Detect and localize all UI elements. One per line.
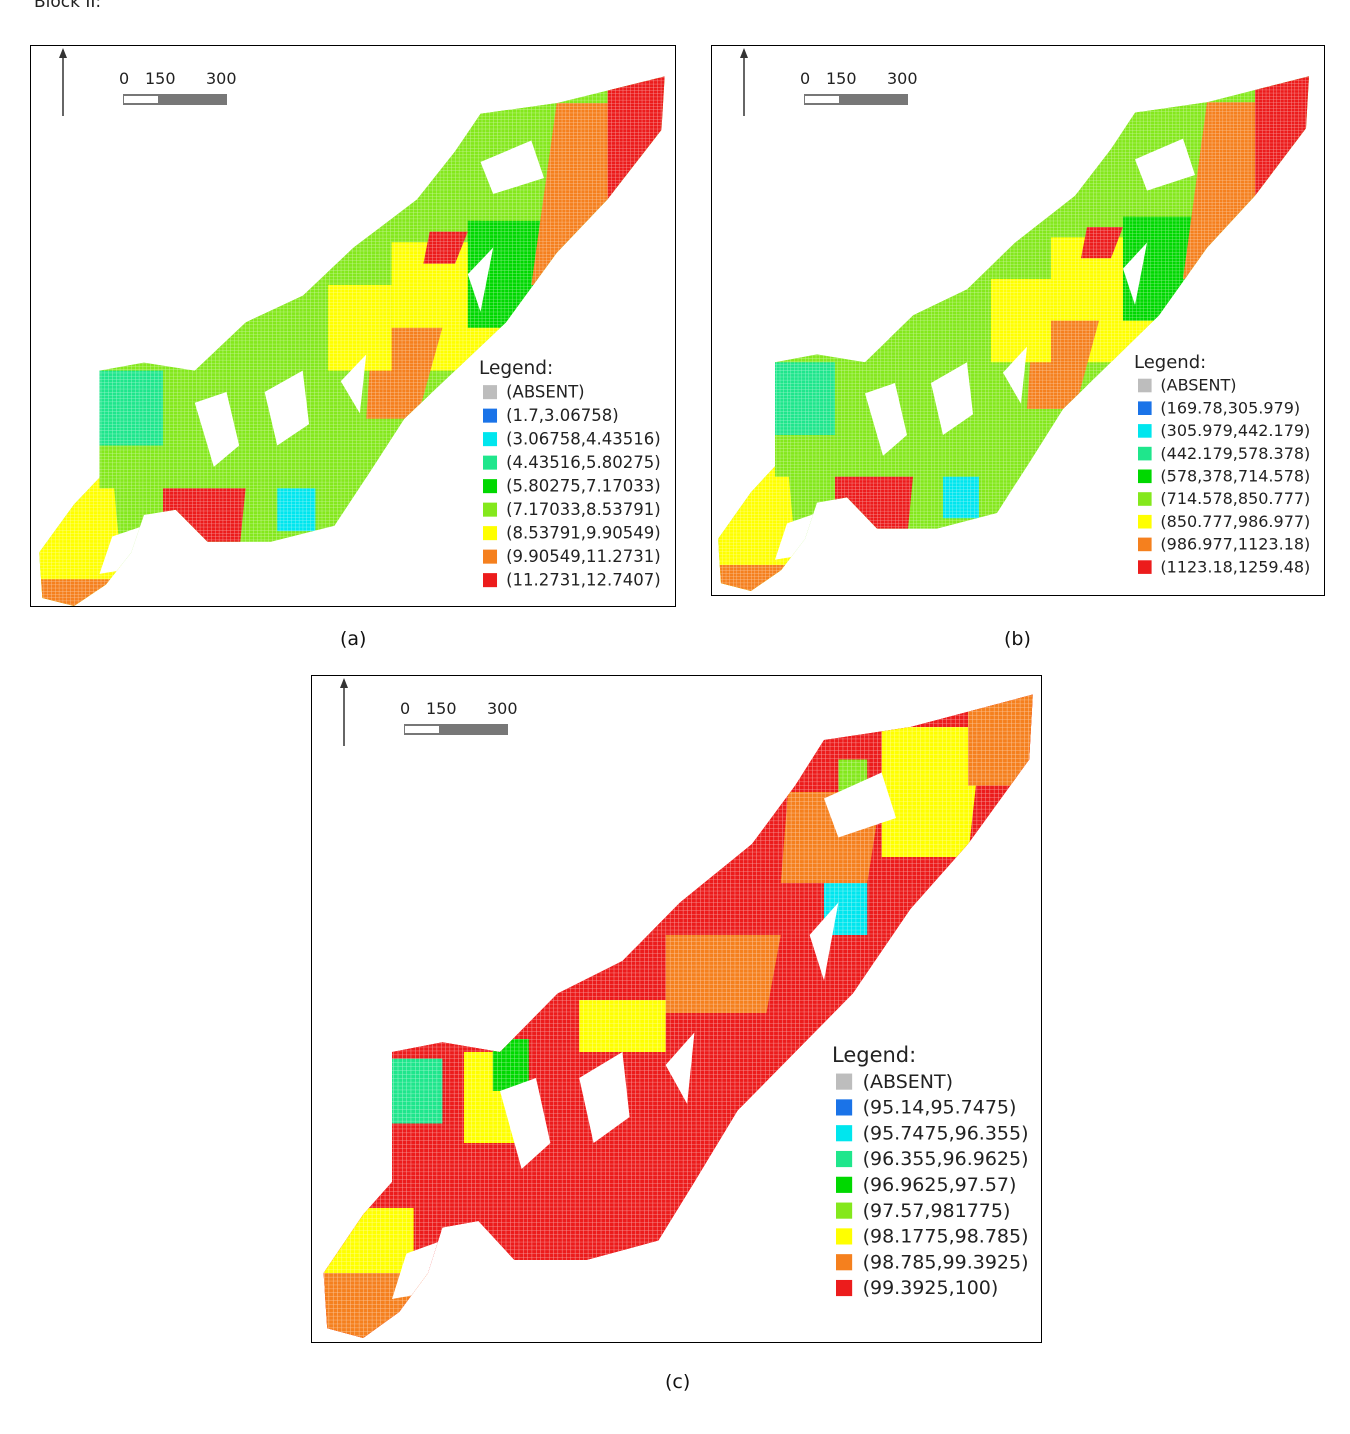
scale-label: 150 bbox=[145, 69, 176, 88]
legend-label: (1.7,3.06758) bbox=[506, 406, 619, 425]
legend-label: (97.57,981775) bbox=[863, 1200, 1011, 1222]
legend-swatch bbox=[1138, 401, 1152, 415]
legend-swatch bbox=[836, 1176, 853, 1193]
legend-swatch bbox=[1138, 469, 1152, 484]
scale-label: 0 bbox=[800, 69, 810, 88]
legend-label: (442.179,578.378) bbox=[1160, 444, 1310, 463]
legend-swatch bbox=[1138, 537, 1152, 552]
legend-label: (578,378,714.578) bbox=[1160, 467, 1310, 486]
legend-swatch bbox=[836, 1125, 853, 1142]
scale-bar-segment bbox=[405, 726, 439, 733]
scale-label: 300 bbox=[206, 69, 237, 88]
legend-swatch bbox=[483, 408, 498, 423]
legend-swatch bbox=[483, 526, 498, 541]
legend-swatch bbox=[483, 479, 498, 494]
scale-bar bbox=[804, 94, 908, 105]
scale-bar bbox=[404, 724, 508, 735]
legend-label: (95.14,95.7475) bbox=[863, 1097, 1017, 1119]
legend-swatch bbox=[836, 1150, 853, 1168]
scale-label: 300 bbox=[887, 69, 918, 88]
legend-swatch bbox=[836, 1202, 853, 1219]
legend-swatch bbox=[836, 1228, 853, 1245]
north-arrow-head bbox=[59, 48, 67, 58]
legend-label: (ABSENT) bbox=[1160, 376, 1236, 395]
north-arrow-head bbox=[340, 678, 348, 688]
legend-label: (ABSENT) bbox=[506, 383, 585, 402]
caption: (a) bbox=[340, 628, 367, 650]
legend-title: Legend: bbox=[1134, 352, 1206, 373]
legend-swatch bbox=[483, 502, 498, 517]
legend-title: Legend: bbox=[832, 1043, 916, 1067]
map: 0 150 300 Legend: (ABSENT) (95.14,95.7475) (95… bbox=[323, 678, 1033, 1339]
legend-swatch bbox=[836, 1099, 853, 1116]
north-arrow-head bbox=[740, 48, 748, 58]
heading: Block II: bbox=[34, 0, 102, 12]
map-panel: 0 150 300 Legend: (ABSENT) (95.14,95.7475) (95… bbox=[311, 675, 1042, 1343]
legend-swatch bbox=[483, 573, 498, 588]
caption: (c) bbox=[665, 1371, 691, 1393]
map: 0 150 300 Legend: (ABSENT) (169.78,305.979) (3… bbox=[718, 48, 1310, 591]
legend-swatch bbox=[483, 432, 498, 447]
legend-swatch bbox=[1138, 560, 1152, 574]
legend-label: (850.777,986.977) bbox=[1160, 512, 1310, 531]
legend-label: (96.355,96.9625) bbox=[863, 1148, 1029, 1170]
legend-label: (169.78,305.979) bbox=[1160, 398, 1300, 417]
legend-label: (ABSENT) bbox=[863, 1071, 953, 1093]
scale-label: 0 bbox=[400, 699, 410, 718]
legend-swatch bbox=[1138, 446, 1152, 461]
scale-label: 300 bbox=[487, 699, 518, 718]
legend-swatch bbox=[836, 1254, 853, 1271]
legend-swatch bbox=[483, 455, 498, 470]
scale-bar-segment bbox=[124, 96, 158, 103]
legend-label: (7.17033,8.53791) bbox=[506, 500, 661, 519]
legend-label: (98.785,99.3925) bbox=[863, 1251, 1029, 1273]
legend-label: (5.80275,7.17033) bbox=[506, 477, 661, 496]
legend-swatch bbox=[1138, 492, 1152, 506]
scale-label: 150 bbox=[426, 699, 457, 718]
legend-title: Legend: bbox=[479, 358, 553, 379]
caption: (b) bbox=[1004, 628, 1031, 650]
legend-swatch bbox=[483, 549, 498, 564]
scale-label: 150 bbox=[826, 69, 857, 88]
map-panel: 0 150 300 Legend: (ABSENT) (169.78,305.979) (3… bbox=[711, 45, 1325, 596]
map-panel: 0 150 300 Legend: (ABSENT) (1.7,3.06758) (3.06… bbox=[30, 45, 676, 607]
legend-label: (305.979,442.179) bbox=[1160, 421, 1310, 440]
legend-label: (98.1775,98.785) bbox=[863, 1226, 1029, 1248]
map: 0 150 300 Legend: (ABSENT) (1.7,3.06758) (3.06… bbox=[39, 48, 665, 606]
legend-label: (96.9625,97.57) bbox=[863, 1174, 1017, 1196]
legend-swatch bbox=[836, 1279, 853, 1297]
legend-label: (95.7475,96.355) bbox=[863, 1122, 1029, 1144]
scale-label: 0 bbox=[119, 69, 129, 88]
scale-bar bbox=[123, 94, 227, 105]
legend-label: (8.53791,9.90549) bbox=[506, 524, 661, 543]
legend-label: (986.977,1123.18) bbox=[1160, 535, 1310, 554]
legend-label: (714.578,850.777) bbox=[1160, 489, 1310, 508]
scale-bar-segment bbox=[805, 96, 839, 103]
legend-swatch bbox=[483, 385, 498, 400]
legend-label: (1123.18,1259.48) bbox=[1160, 557, 1310, 576]
legend-swatch bbox=[836, 1073, 853, 1090]
legend-label: (4.43516,5.80275) bbox=[506, 453, 661, 472]
legend-label: (11.2731,12.7407) bbox=[506, 571, 661, 590]
legend-swatch bbox=[1138, 424, 1152, 438]
legend-label: (99.3925,100) bbox=[863, 1277, 999, 1299]
legend-swatch bbox=[1138, 514, 1152, 529]
legend-swatch bbox=[1138, 378, 1152, 393]
legend-label: (9.90549,11.2731) bbox=[506, 547, 661, 566]
legend-label: (3.06758,4.43516) bbox=[506, 430, 661, 449]
